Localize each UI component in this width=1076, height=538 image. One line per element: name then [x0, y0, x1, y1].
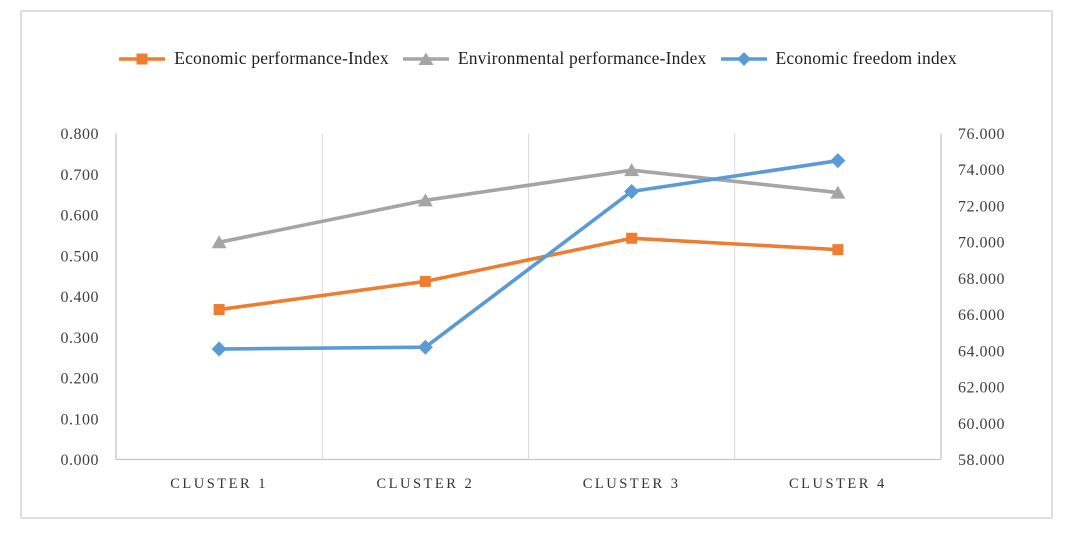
left-axis-tick-label: 0.000	[61, 452, 100, 469]
left-axis-tick-label: 0.700	[61, 167, 100, 184]
triangle-marker	[624, 163, 640, 177]
diamond-marker	[624, 183, 640, 199]
right-axis-tick-label: 60.000	[958, 416, 1005, 433]
triangle-marker	[211, 235, 227, 249]
legend-item-label: Environmental performance-Index	[457, 48, 707, 68]
left-axis-tick-label: 0.100	[61, 411, 100, 428]
triangle-legend-marker-icon	[402, 52, 449, 65]
right-axis-tick-label: 70.000	[958, 235, 1005, 252]
category-label: CLUSTER 3	[583, 476, 681, 492]
left-axis-tick-label: 0.600	[61, 208, 100, 225]
right-axis-tick-label: 66.000	[958, 307, 1005, 324]
left-axis-tick-label: 0.800	[61, 126, 100, 143]
category-label: CLUSTER 4	[789, 476, 887, 492]
right-axis-tick-label: 68.000	[958, 271, 1005, 288]
legend-item: Economic freedom index	[720, 48, 957, 69]
category-label: CLUSTER 1	[170, 476, 268, 492]
triangle-marker	[417, 193, 433, 207]
legend-item: Economic performance-Index	[119, 48, 389, 69]
square-marker	[213, 304, 225, 316]
square-legend-marker-icon	[119, 53, 166, 64]
left-axis-tick-label: 0.200	[61, 371, 100, 388]
diamond-marker	[211, 341, 227, 357]
legend-item: Environmental performance-Index	[402, 48, 707, 69]
square-marker	[626, 232, 638, 244]
series-line	[218, 168, 839, 245]
left-axis-tick-label: 0.400	[61, 289, 100, 306]
right-axis-tick-label: 58.000	[958, 452, 1005, 469]
series-line	[218, 236, 838, 312]
category-label: CLUSTER 2	[376, 476, 474, 492]
right-axis-tick-label: 76.000	[958, 126, 1005, 143]
diamond-legend-marker-icon	[720, 51, 767, 66]
square-marker	[419, 275, 431, 287]
left-axis-tick-label: 0.300	[61, 330, 100, 347]
left-axis-tick-label: 0.500	[61, 248, 100, 265]
right-axis-tick-label: 72.000	[958, 198, 1005, 215]
triangle-marker	[830, 185, 846, 199]
legend-item-label: Economic performance-Index	[174, 48, 389, 68]
legend-item-label: Economic freedom index	[775, 48, 957, 68]
square-marker	[832, 244, 844, 256]
right-axis-tick-label: 64.000	[958, 343, 1005, 360]
series-line	[219, 158, 839, 351]
diamond-marker	[417, 339, 433, 355]
right-axis-tick-label: 74.000	[958, 162, 1005, 179]
right-axis-tick-label: 62.000	[958, 380, 1005, 397]
chart-legend: Economic performance-Index Environmental …	[20, 48, 1056, 69]
diamond-marker	[830, 153, 846, 169]
